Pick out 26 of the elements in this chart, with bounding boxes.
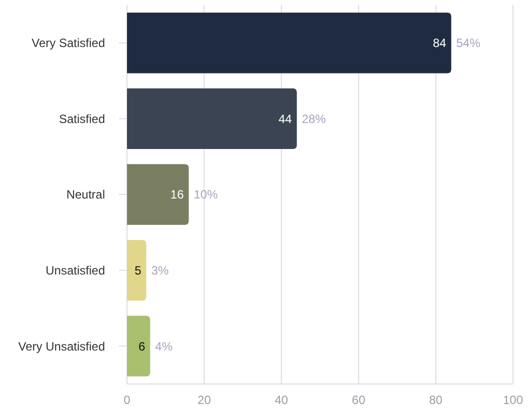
data-label: 5 [134,264,142,278]
data-label: 44 [278,112,292,126]
annotation: 4% [155,339,173,354]
annotation: 3% [151,264,169,278]
data-label: 6 [138,339,146,354]
x-tick-label: 80 [429,393,443,407]
y-tick-label: Satisfied [58,112,105,126]
data-label: 16 [170,188,184,202]
x-tick-label: 40 [274,393,288,407]
bar [127,88,297,150]
x-tick-label: 20 [198,393,212,407]
annotation: 10% [194,188,218,202]
y-tick-label: Unsatisfied [46,264,105,278]
x-tick-label: 100 [502,393,524,407]
x-tick-label: 0 [124,393,131,407]
bar [127,240,146,301]
x-tick-label: 60 [352,393,366,407]
annotation: 28% [302,112,326,126]
bar [127,164,189,225]
y-tick-label: Neutral [66,188,105,202]
data-label: 84 [432,36,447,50]
y-tick-label: Very Unsatisfied [18,339,105,354]
bar [127,12,452,74]
y-tick-label: Very Satisfied [32,36,105,50]
bar [127,316,150,376]
annotation: 54% [456,36,481,50]
